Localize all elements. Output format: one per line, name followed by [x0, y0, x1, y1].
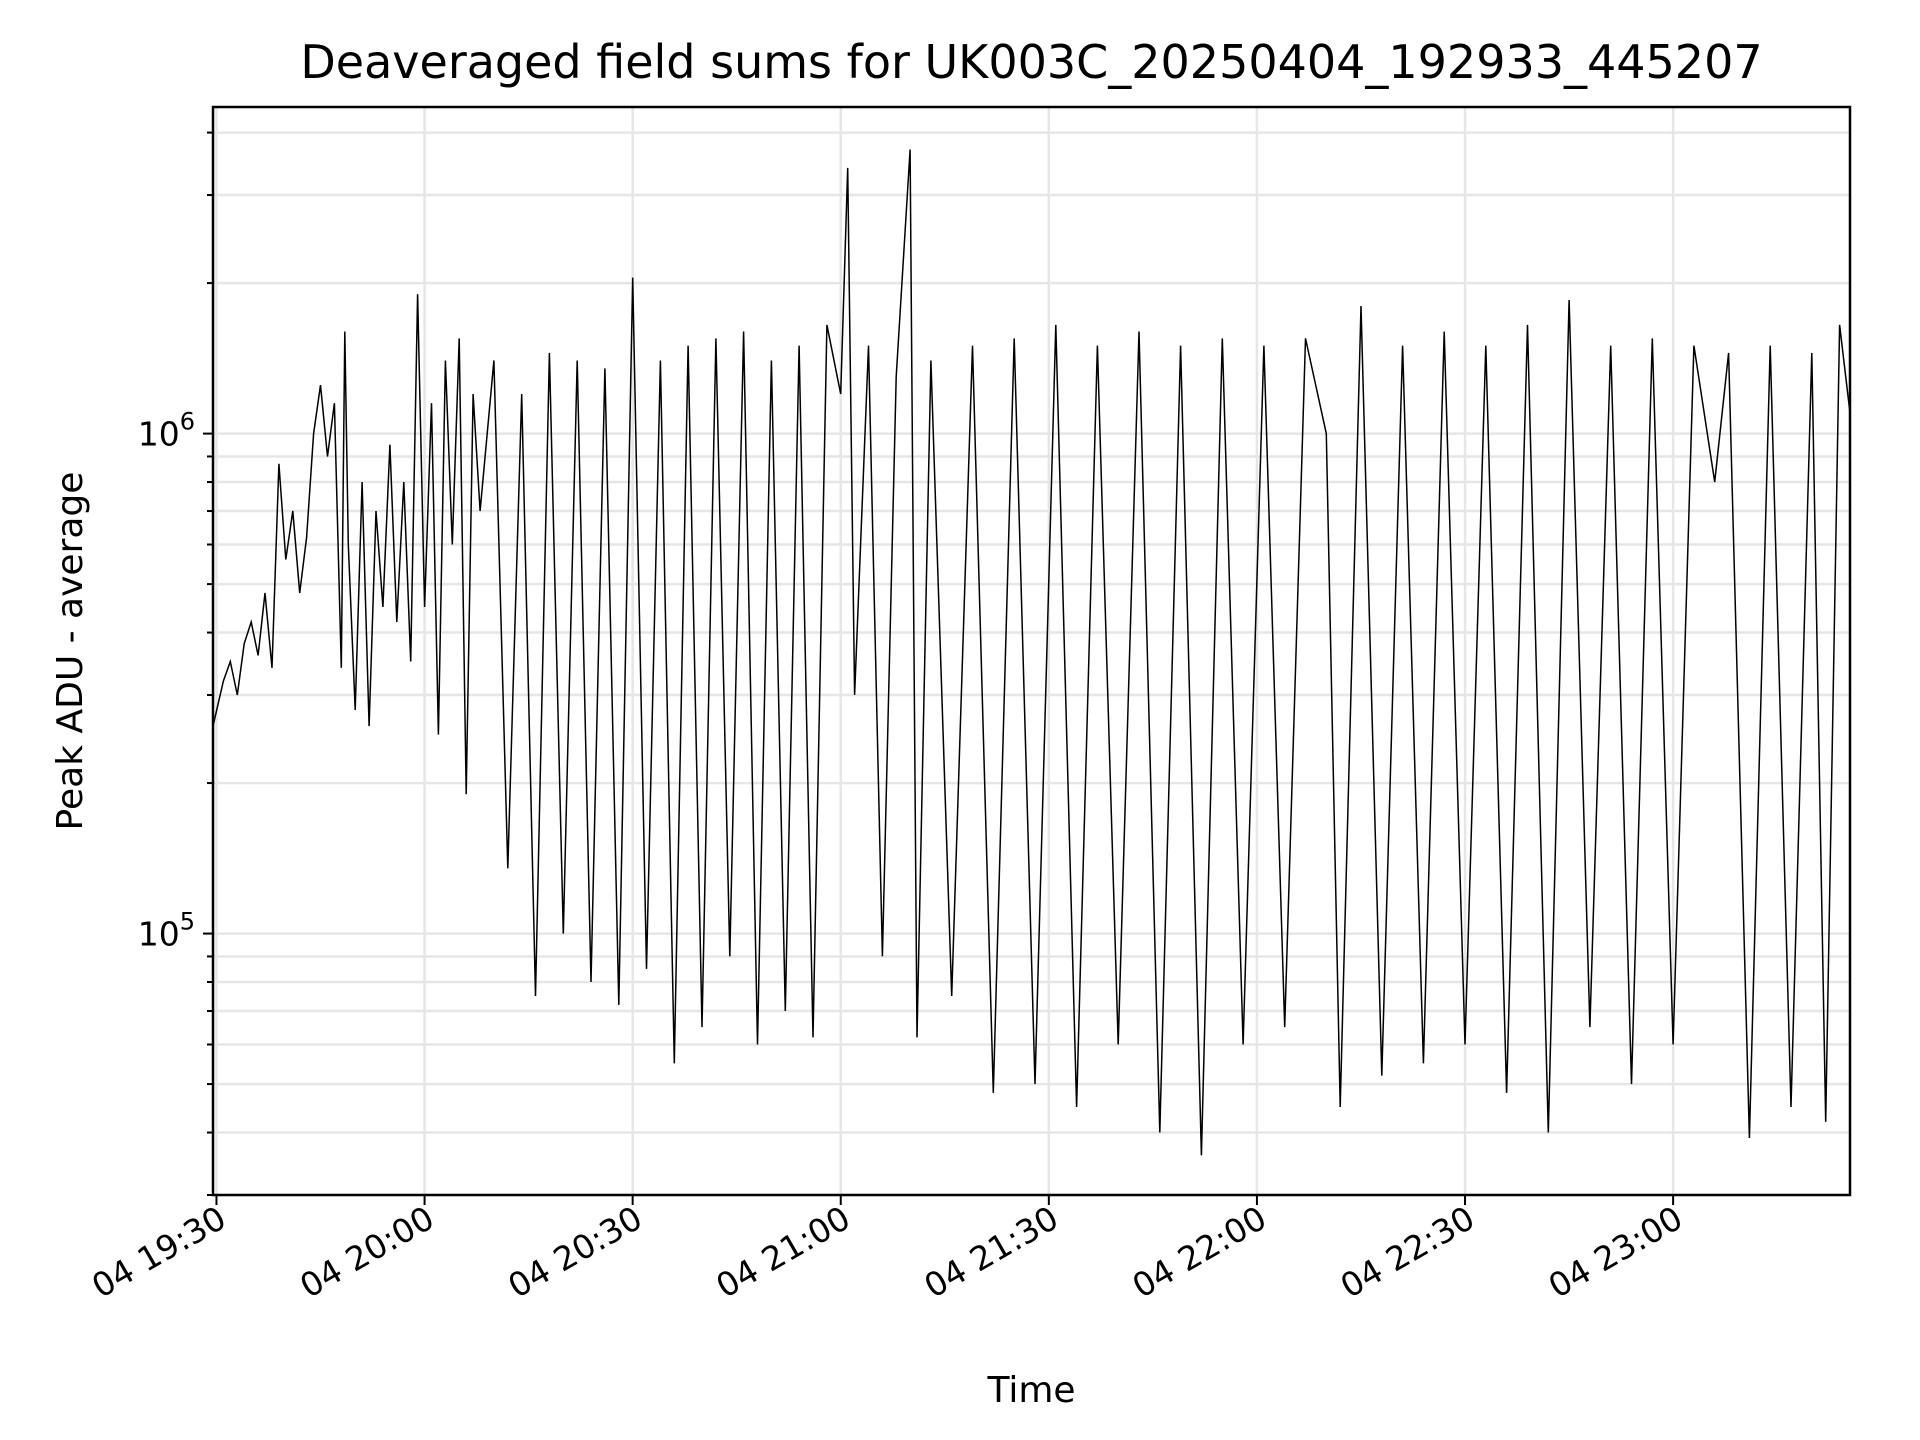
x-axis-label: Time: [986, 1370, 1075, 1411]
grid: [213, 107, 1850, 1197]
y-tick-label: 106: [138, 408, 195, 454]
chart-title: Deaveraged field sums for UK003C_2025040…: [300, 35, 1762, 89]
series-line: [212, 149, 1851, 1156]
plot-frame: [211, 105, 1852, 1197]
y-tick-label: 105: [138, 908, 195, 954]
y-axis-label: Peak ADU - average: [50, 472, 91, 831]
series-group: [212, 149, 1851, 1156]
